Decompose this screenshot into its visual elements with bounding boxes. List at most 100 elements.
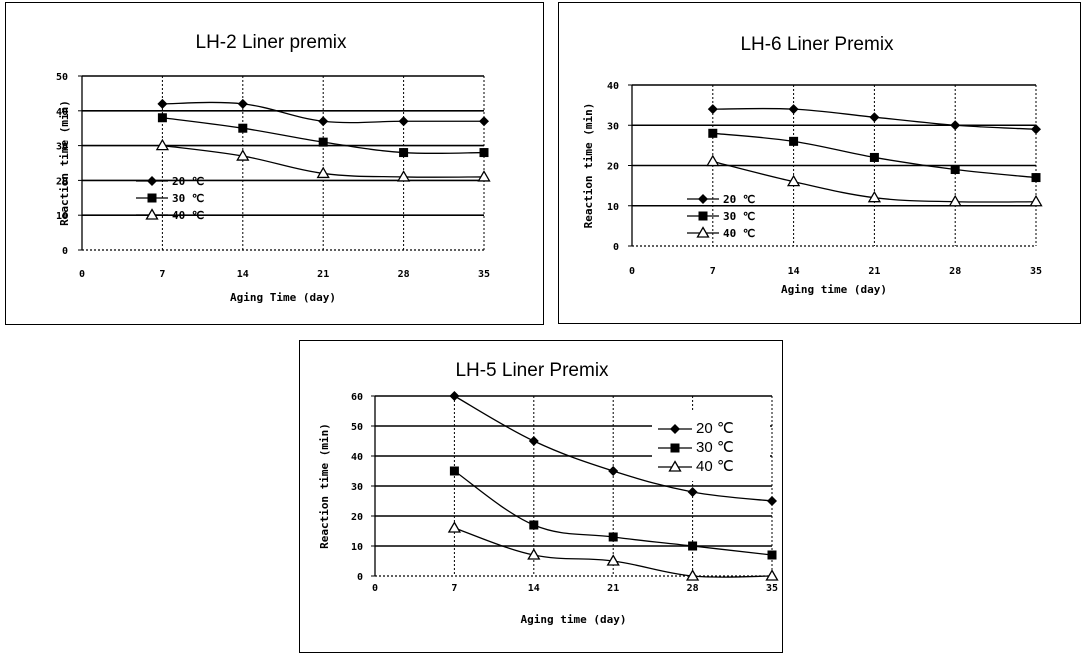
x-tick-label: 28 [949,266,961,277]
y-tick-label: 30 [351,482,363,493]
series-2 [155,138,491,182]
data-point [479,116,489,127]
legend-marker [696,226,710,238]
legend-marker [145,208,159,220]
x-tick-label: 14 [788,266,800,277]
data-point [396,170,411,182]
y-tick-label: 50 [56,72,68,83]
y-tick-label: 30 [607,121,619,132]
y-tick-label: 20 [351,512,363,523]
data-point [1029,194,1043,207]
x-axis-label: Aging time (day) [781,283,887,296]
data-point [789,136,799,146]
x-tick-label: 21 [317,269,329,280]
data-point [765,569,779,581]
series-2 [447,521,779,581]
x-tick-label: 7 [451,583,457,594]
y-tick-label: 0 [357,572,363,583]
x-tick-label: 14 [237,269,249,280]
y-tick-label: 10 [351,542,363,553]
y-tick-label: 60 [351,392,363,403]
chart-lh5: LH-5 Liner Premix 0 10 20 30 40 50 60 0 7 14 21 28 35… [318,360,779,626]
data-point [528,436,539,446]
y-tick-label: 20 [607,162,619,173]
data-point [399,148,409,158]
y-tick-label: 20 [56,176,68,187]
chart-panel-lh6: LH-6 Liner Premix 0 10 20 30 40 0 7 14 21 28 35 Agin… [558,2,1081,324]
data-point [1031,124,1041,135]
y-tick-label: 0 [62,246,68,257]
data-point [688,541,698,551]
y-axis-label: Reaction time (min) [58,100,71,226]
series-0 [449,391,777,506]
data-point [767,496,777,506]
data-point [527,548,541,560]
y-tick-label: 10 [607,202,619,213]
legend-marker [668,460,682,472]
data-point [869,112,880,123]
legend-label: 20 ℃ [723,193,755,206]
legend-label: 30 ℃ [723,210,755,223]
legend-marker [698,194,708,204]
series-2 [706,154,1043,207]
data-point [449,466,459,476]
data-point [869,152,879,162]
series-0 [157,98,489,127]
x-tick-label: 0 [372,583,378,594]
data-point [606,554,620,566]
legend-marker [147,176,157,186]
y-tick-label: 10 [56,211,68,222]
data-point [447,521,462,533]
legend: 20 ℃ 30 ℃ 40 ℃ [687,193,755,240]
x-axis-label: Aging Time (day) [230,291,336,304]
x-tick-label: 0 [629,266,635,277]
chart-lh6: LH-6 Liner Premix 0 10 20 30 40 0 7 14 21 28 35 Agin… [582,34,1043,296]
legend-marker [670,443,680,453]
legend-label: 30 ℃ [172,192,204,205]
x-tick-label: 0 [79,269,85,280]
data-point [867,190,882,203]
data-point [767,550,777,560]
legend-label: 40 ℃ [172,209,204,222]
data-point [529,520,539,530]
data-point [157,98,168,109]
data-point [479,148,489,158]
legend-label: 20 ℃ [172,175,204,188]
y-tick-label: 30 [56,142,68,153]
legend-marker [670,424,680,434]
y-axis-label: Reaction time (min) [318,423,331,549]
series-0 [707,104,1041,135]
x-axis-label: Aging time (day) [521,613,627,626]
data-point [477,170,491,182]
chart-title: LH-6 Liner Premix [740,34,894,55]
x-tick-label: 7 [710,266,716,277]
data-point [708,128,718,138]
data-point [786,174,801,187]
data-point [449,391,460,401]
legend-marker [698,211,708,221]
data-point [318,116,329,127]
legend: 20 ℃ 30 ℃ 40 ℃ [136,175,204,222]
data-point [238,123,248,133]
y-tick-label: 0 [613,242,619,253]
data-point [950,165,960,175]
series-1 [449,466,777,560]
data-point [318,137,328,147]
data-point [236,149,250,161]
data-point [706,154,720,167]
data-point [685,569,700,581]
data-point [237,98,248,109]
x-tick-label: 21 [607,583,619,594]
data-point [1031,173,1041,183]
chart-title: LH-5 Liner Premix [455,360,609,381]
x-tick-label: 28 [687,583,699,594]
legend-label: 40 ℃ [723,227,755,240]
x-tick-label: 35 [766,583,778,594]
data-point [950,120,961,131]
legend-label: 20 ℃ [696,420,734,437]
data-point [687,487,698,497]
data-point [608,466,619,476]
x-tick-label: 14 [528,583,540,594]
y-tick-label: 40 [351,452,363,463]
series-1 [708,128,1041,183]
